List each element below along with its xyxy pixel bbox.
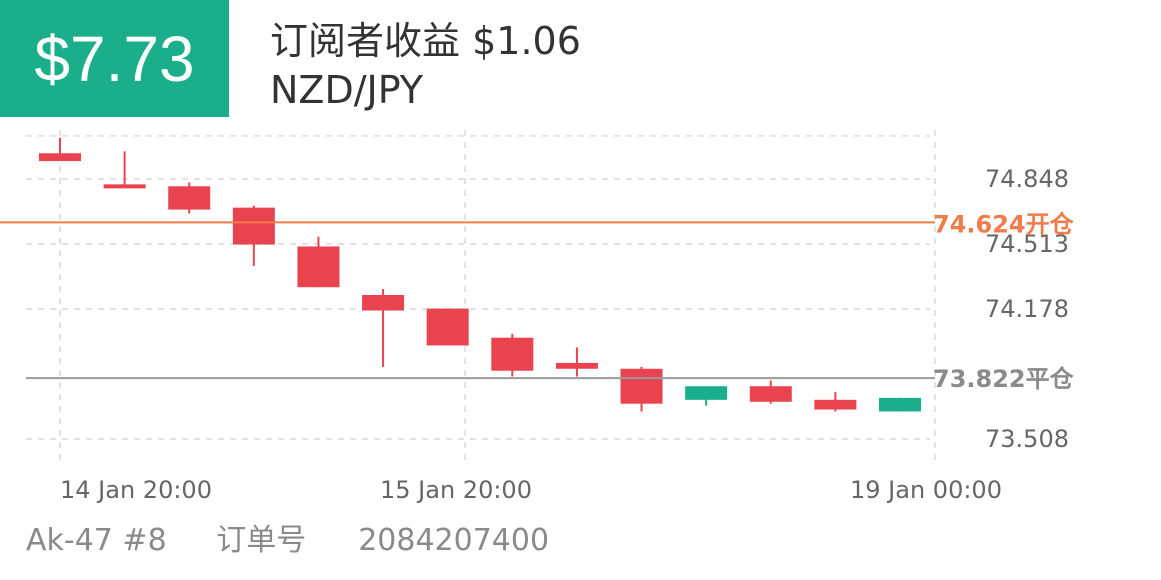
candle-body — [426, 308, 469, 346]
profit-value: $7.73 — [34, 22, 195, 95]
subscriber-value: $1.06 — [472, 19, 581, 63]
strategy-name: Ak-47 #8 — [26, 523, 167, 558]
price-chart: 74.848 74.513 74.178 73.508 14 Jan 20:00 15 J… — [0, 130, 1161, 510]
y-tick-label: 74.178 — [985, 295, 1069, 323]
candle-body — [491, 337, 534, 371]
candle-body — [232, 207, 275, 245]
candle-body — [685, 386, 728, 400]
candlestick-chart: 74.848 74.513 74.178 73.508 14 Jan 20:00 15 J… — [0, 130, 1075, 504]
close-price-label: 73.822平仓 — [933, 365, 1075, 393]
order-label: 订单号 — [216, 523, 307, 558]
y-tick-label: 73.508 — [985, 425, 1069, 453]
footer: Ak-47 #8 订单号 2084207400 — [26, 515, 589, 559]
currency-pair: NZD/JPY — [270, 68, 424, 112]
candle-body — [39, 153, 81, 162]
candle-body — [362, 295, 405, 311]
order-number: 2084207400 — [358, 523, 550, 558]
candle-body — [749, 386, 792, 402]
candle-body — [555, 362, 598, 369]
x-tick-label: 14 Jan 20:00 — [60, 476, 212, 504]
y-tick-label: 74.513 — [985, 230, 1069, 258]
subscriber-earnings: 订阅者收益 $1.06 — [270, 10, 581, 65]
candle-body — [297, 246, 340, 288]
candle-body — [620, 368, 663, 404]
open-price-label: 74.624开仓 — [933, 210, 1075, 238]
subscriber-label: 订阅者收益 — [270, 19, 461, 63]
x-tick-label: 19 Jan 00:00 — [850, 476, 1002, 504]
candle-body — [814, 399, 857, 410]
profit-badge: $7.73 — [0, 0, 229, 117]
candle-body — [168, 186, 211, 210]
x-tick-label: 15 Jan 20:00 — [380, 476, 532, 504]
candle-body — [103, 184, 146, 189]
y-tick-label: 74.848 — [985, 165, 1069, 193]
candle-body — [879, 397, 921, 412]
